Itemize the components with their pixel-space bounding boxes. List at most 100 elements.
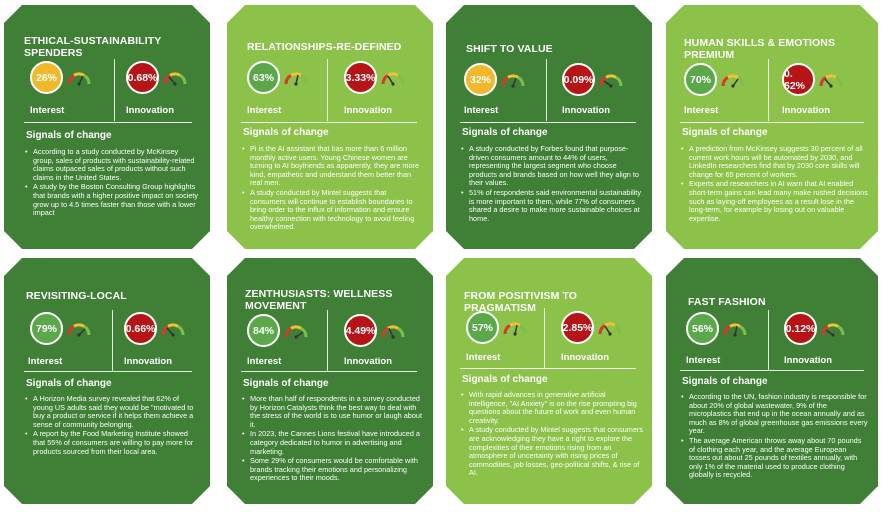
interest-label: Interest [28, 356, 63, 367]
trend-card-shift-to-value: SHIFT TO VALUE 32% Interest 0.09% Innova… [446, 5, 652, 249]
innovation-value: 3.33% [344, 61, 377, 94]
interest-label: Interest [464, 105, 499, 116]
list-item: With rapid advances in generative artifi… [460, 391, 644, 425]
innovation-value: 2.85% [561, 311, 594, 344]
interest-stat: 84% [247, 314, 308, 347]
interest-value: 57% [466, 311, 499, 344]
signals-list: More than half of respondents in a surve… [241, 395, 423, 484]
innovation-stat: 0. 62% [782, 63, 843, 96]
interest-label: Interest [247, 105, 282, 116]
interest-stat: 57% [466, 311, 527, 344]
signals-heading: Signals of change [26, 378, 112, 389]
signals-list: With rapid advances in generative artifi… [460, 391, 644, 479]
stat-divider [327, 59, 328, 121]
signals-heading: Signals of change [462, 127, 548, 138]
stat-divider [544, 308, 545, 368]
interest-stat: 79% [30, 312, 91, 345]
speedometer-gauge-icon [284, 323, 308, 339]
innovation-label: Innovation [562, 105, 611, 116]
speedometer-gauge-icon [381, 323, 405, 339]
signals-heading: Signals of change [26, 130, 112, 141]
card-title: RELATIONSHIPS-RE-DEFINED [247, 41, 402, 53]
signals-heading: Signals of change [682, 127, 768, 138]
section-divider [680, 122, 864, 123]
innovation-label: Innovation [344, 105, 393, 116]
interest-label: Interest [247, 356, 282, 367]
innovation-stat: 2.85% [561, 311, 622, 344]
signals-list: Pi is the AI assistant that has more tha… [241, 145, 423, 233]
list-item: More than half of respondents in a surve… [241, 395, 423, 429]
innovation-value: 0.66% [124, 312, 157, 345]
list-item: A study conducted by Mintel suggests tha… [241, 189, 423, 232]
speedometer-gauge-icon [67, 70, 91, 86]
innovation-label: Innovation [344, 356, 393, 367]
list-item: Some 29% of consumers would be comfortab… [241, 457, 423, 483]
stat-divider [768, 310, 769, 370]
signals-heading: Signals of change [243, 127, 329, 138]
interest-stat: 32% [464, 63, 525, 96]
interest-value: 84% [247, 314, 280, 347]
innovation-stat: 4.49% [344, 314, 405, 347]
speedometer-gauge-icon [503, 320, 527, 336]
card-title: FAST FASHION [688, 296, 766, 308]
innovation-label: Innovation [561, 352, 610, 363]
speedometer-gauge-icon [161, 321, 185, 337]
speedometer-gauge-icon [381, 70, 405, 86]
innovation-value: 4.49% [344, 314, 377, 347]
trend-card-human-skills: HUMAN SKILLS & EMOTIONS PREMIUM 70% Inte… [666, 5, 878, 249]
interest-label: Interest [466, 352, 501, 363]
interest-value: 70% [684, 63, 717, 96]
interest-stat: 56% [686, 312, 747, 345]
card-title: REVISITING-LOCAL [26, 290, 127, 302]
innovation-label: Innovation [784, 355, 833, 366]
section-divider [460, 368, 636, 369]
innovation-value: 0.09% [562, 63, 595, 96]
innovation-stat: 0.12% [784, 312, 845, 345]
speedometer-gauge-icon [723, 321, 747, 337]
innovation-label: Innovation [782, 105, 831, 116]
innovation-stat: 0.09% [562, 63, 623, 96]
interest-stat: 63% [247, 61, 308, 94]
interest-label: Interest [30, 105, 65, 116]
interest-stat: 70% [684, 63, 745, 96]
speedometer-gauge-icon [67, 321, 91, 337]
section-divider [24, 371, 192, 372]
section-divider [241, 371, 417, 372]
section-divider [680, 370, 864, 371]
section-divider [241, 122, 417, 123]
interest-label: Interest [684, 105, 719, 116]
section-divider [24, 122, 192, 123]
list-item: In 2023, the Cannes Lions festival have … [241, 430, 423, 456]
speedometer-gauge-icon [821, 321, 845, 337]
innovation-stat: 0.68% [126, 61, 187, 94]
interest-label: Interest [686, 355, 721, 366]
list-item: A study conducted by Forbes found that p… [460, 145, 642, 188]
signals-list: A study conducted by Forbes found that p… [460, 145, 642, 224]
signals-list: According to the UN, fashion industry is… [680, 393, 868, 481]
signals-list: A prediction from McKinsey suggests 30 p… [680, 145, 868, 224]
list-item: Pi is the AI assistant that has more tha… [241, 145, 423, 188]
speedometer-gauge-icon [599, 72, 623, 88]
list-item: The average American throws away about 7… [680, 437, 868, 480]
innovation-value: 0.68% [126, 61, 159, 94]
card-title: ETHICAL-SUSTAINABILITY SPENDERS [24, 35, 162, 59]
speedometer-gauge-icon [819, 72, 843, 88]
interest-value: 32% [464, 63, 497, 96]
section-divider [460, 122, 636, 123]
interest-value: 79% [30, 312, 63, 345]
innovation-stat: 0.66% [124, 312, 185, 345]
innovation-label: Innovation [126, 105, 175, 116]
speedometer-gauge-icon [284, 70, 308, 86]
list-item: According to a study conducted by McKins… [24, 148, 200, 182]
stat-divider [114, 59, 115, 121]
trend-card-revisiting-local: REVISITING-LOCAL 79% Interest 0.66% Inno… [4, 258, 210, 504]
innovation-label: Innovation [124, 356, 173, 367]
list-item: A report by the Food Marketing Institute… [24, 430, 200, 456]
stat-divider [546, 59, 547, 121]
interest-value: 56% [686, 312, 719, 345]
list-item: 51% of respondents said environmental su… [460, 189, 642, 223]
interest-stat: 26% [30, 61, 91, 94]
list-item: A study by the Boston Consulting Group h… [24, 183, 200, 217]
list-item: A study conducted by Mintel suggests tha… [460, 426, 644, 478]
trend-card-relationships-re-defined: RELATIONSHIPS-RE-DEFINED 63% Interest 3.… [227, 5, 433, 249]
